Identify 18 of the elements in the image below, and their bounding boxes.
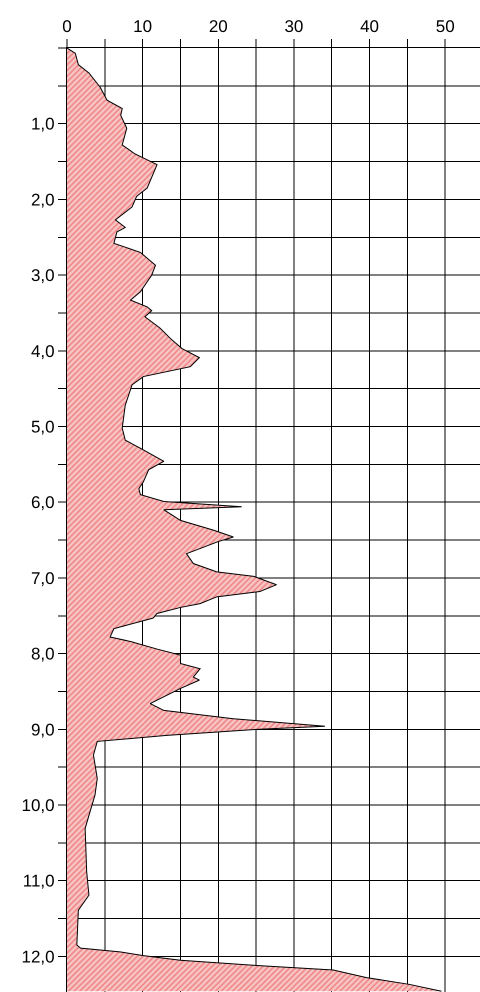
y-tick-label: 8,0 bbox=[30, 644, 55, 664]
y-tick-label: 9,0 bbox=[30, 720, 55, 740]
x-tick-label: 30 bbox=[284, 17, 304, 36]
y-tick-label: 2,0 bbox=[30, 190, 55, 210]
y-tick-label: 11,0 bbox=[22, 872, 55, 891]
y-tick-label: 4,0 bbox=[30, 342, 55, 361]
y-tick-label: 7,0 bbox=[30, 568, 55, 588]
y-tick-label: 12,0 bbox=[22, 947, 55, 966]
y-tick-label: 6,0 bbox=[30, 493, 55, 512]
x-tick-label: 0 bbox=[62, 17, 72, 36]
y-tick-label: 5,0 bbox=[30, 417, 55, 436]
y-tick-label: 1,0 bbox=[30, 114, 55, 134]
x-tick-label: 40 bbox=[360, 17, 380, 36]
x-tick-label: 20 bbox=[208, 17, 228, 36]
x-tick-label: 10 bbox=[133, 17, 152, 36]
y-tick-label: 3,0 bbox=[30, 266, 55, 286]
x-tick-label: 50 bbox=[436, 17, 455, 36]
y-tick-label: 10,0 bbox=[22, 796, 55, 815]
